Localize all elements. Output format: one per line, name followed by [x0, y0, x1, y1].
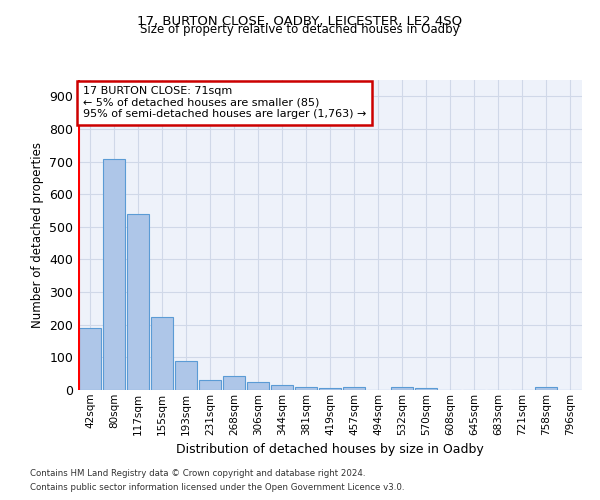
Bar	[535, 386, 557, 390]
Bar	[319, 388, 341, 390]
Bar	[415, 388, 437, 390]
Text: Contains HM Land Registry data © Crown copyright and database right 2024.: Contains HM Land Registry data © Crown c…	[30, 468, 365, 477]
Bar	[343, 386, 365, 390]
Text: 17 BURTON CLOSE: 71sqm
← 5% of detached houses are smaller (85)
95% of semi-deta: 17 BURTON CLOSE: 71sqm ← 5% of detached …	[83, 86, 367, 120]
Text: 17, BURTON CLOSE, OADBY, LEICESTER, LE2 4SQ: 17, BURTON CLOSE, OADBY, LEICESTER, LE2 …	[137, 15, 463, 28]
Y-axis label: Number of detached properties: Number of detached properties	[31, 142, 44, 328]
Bar	[295, 386, 317, 390]
Bar	[247, 382, 269, 390]
Bar	[127, 214, 149, 390]
Bar	[391, 388, 413, 390]
Text: Size of property relative to detached houses in Oadby: Size of property relative to detached ho…	[140, 22, 460, 36]
Text: Contains public sector information licensed under the Open Government Licence v3: Contains public sector information licen…	[30, 484, 404, 492]
Bar	[271, 385, 293, 390]
X-axis label: Distribution of detached houses by size in Oadby: Distribution of detached houses by size …	[176, 443, 484, 456]
Bar	[79, 328, 101, 390]
Bar	[199, 380, 221, 390]
Bar	[223, 376, 245, 390]
Bar	[175, 360, 197, 390]
Bar	[151, 316, 173, 390]
Bar	[103, 160, 125, 390]
